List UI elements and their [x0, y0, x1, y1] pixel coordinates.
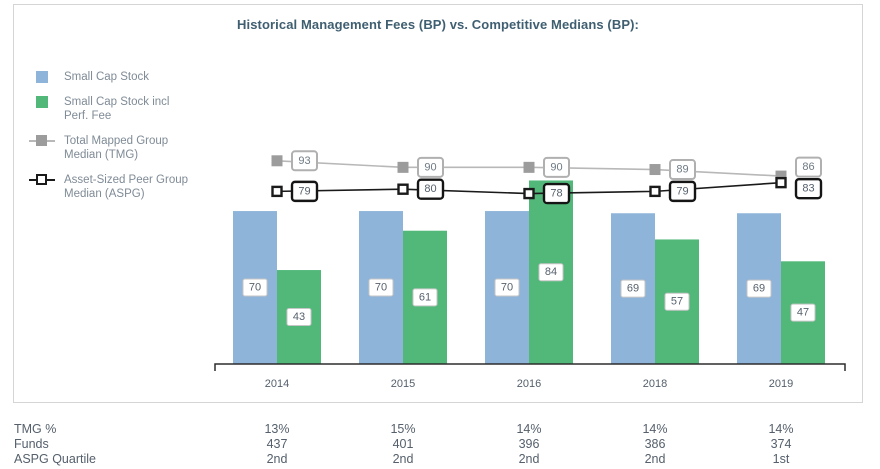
table-row-funds: Funds 437 401 396 386 374 — [0, 437, 880, 452]
table-cell: 2nd — [518, 452, 540, 466]
legend-label: Total Mapped Group — [64, 135, 169, 147]
tmg-line-marker-icon — [29, 135, 55, 147]
legend-item-tmg: Total Mapped Group Median (TMG) — [29, 134, 219, 162]
chart-title: Historical Management Fees (BP) vs. Comp… — [237, 17, 639, 32]
legend: Small Cap Stock Small Cap Stock incl Per… — [29, 70, 219, 212]
table-cell: 437 — [266, 437, 288, 451]
table-cell: 14% — [642, 422, 668, 436]
legend-item-small-cap-stock-perf: Small Cap Stock incl Perf. Fee — [29, 95, 219, 123]
table-cell: 14% — [768, 422, 794, 436]
legend-label: Asset-Sized Peer Group — [64, 174, 189, 186]
stats-table: TMG % 13% 15% 14% 14% 14% Funds 437 401 396 386 374… — [0, 422, 880, 467]
table-cell: 2nd — [392, 452, 414, 466]
table-row-tmg-: TMG % 13% 15% 14% 14% 14% — [0, 422, 880, 437]
legend-label: Median (TMG) — [64, 149, 139, 161]
table-cell: 2nd — [644, 452, 666, 466]
table-cell: 13% — [264, 422, 290, 436]
table-cell: 15% — [390, 422, 416, 436]
legend-label: Small Cap Stock incl — [64, 96, 170, 108]
legend-label: Perf. Fee — [64, 110, 112, 122]
table-cell: 401 — [392, 437, 414, 451]
table-cell: 1st — [772, 452, 790, 466]
legend-item-aspg: Asset-Sized Peer Group Median (ASPG) — [29, 173, 219, 201]
table-cell: 14% — [516, 422, 542, 436]
small-cap-stock-perf-swatch — [36, 96, 48, 108]
table-cell: 396 — [518, 437, 540, 451]
table-row-label: TMG % — [14, 422, 57, 436]
small-cap-stock-swatch — [36, 71, 48, 83]
table-row-label: Funds — [14, 437, 49, 451]
legend-label: Small Cap Stock — [64, 71, 150, 83]
table-cell: 386 — [644, 437, 666, 451]
aspg-line-marker-icon — [29, 174, 55, 186]
table-cell: 374 — [770, 437, 792, 451]
legend-label: Median (ASPG) — [64, 188, 145, 200]
legend-item-small-cap-stock: Small Cap Stock — [29, 70, 219, 84]
table-row-aspg-quartile: ASPG Quartile 2nd 2nd 2nd 2nd 1st — [0, 452, 880, 467]
table-cell: 2nd — [266, 452, 288, 466]
table-row-label: ASPG Quartile — [14, 452, 96, 466]
